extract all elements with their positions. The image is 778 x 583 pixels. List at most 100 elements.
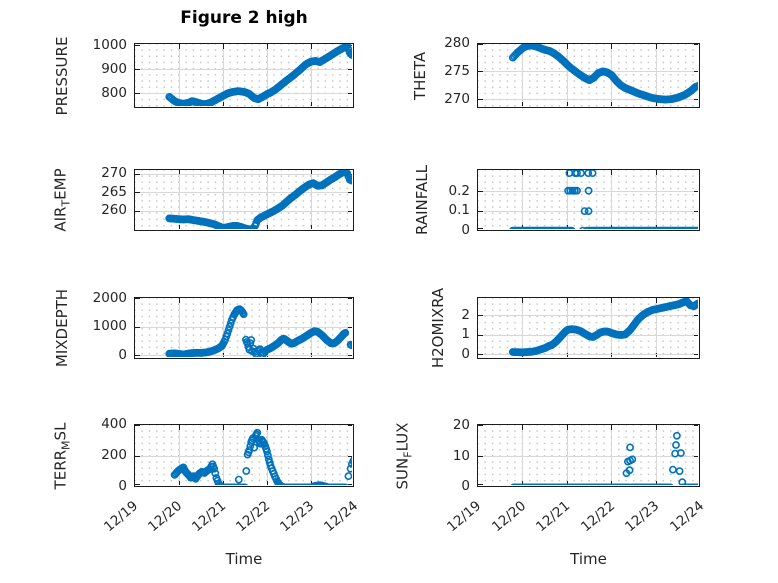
- y-tick-label: 0: [461, 478, 470, 495]
- gridline-y: [135, 173, 352, 175]
- gridline-y: [478, 315, 698, 317]
- gridline-y: [135, 455, 352, 457]
- plot-box-air-temp: [134, 169, 354, 231]
- tick-mark-x: [522, 170, 524, 175]
- y-axis-label-theta: THETA: [411, 51, 429, 99]
- gridline-x: [266, 44, 268, 106]
- y-axis-label-text: AIR: [51, 206, 70, 232]
- y-axis-label-text: THETA: [411, 51, 429, 100]
- gridline-y: [135, 355, 352, 357]
- tick-mark-y: [693, 354, 698, 356]
- tick-mark-y: [478, 354, 483, 356]
- y-axis-label-subscript: M: [59, 439, 73, 450]
- y-tick-label: 2: [461, 306, 470, 323]
- tick-mark-x: [522, 480, 524, 485]
- tick-mark-y: [478, 425, 483, 427]
- tick-mark-y: [693, 210, 698, 212]
- tick-mark-y: [347, 425, 352, 426]
- gridline-x: [655, 425, 657, 485]
- y-tick-label: 900: [101, 60, 127, 77]
- x-tick-label: 12/24: [667, 497, 708, 536]
- tick-mark-x: [566, 480, 568, 485]
- x-tick-label: 12/20: [488, 497, 529, 536]
- data-markers-rainfall: [509, 170, 698, 229]
- tick-mark-x: [611, 170, 613, 175]
- y-tick-label: 1: [461, 326, 470, 343]
- y-tick-label: 0.2: [448, 182, 470, 199]
- tick-mark-x: [222, 101, 224, 106]
- tick-mark-y: [693, 191, 698, 193]
- y-axis-label-text: LUX: [393, 422, 412, 451]
- tick-mark-y: [478, 456, 483, 458]
- tick-mark-y: [135, 326, 140, 328]
- tick-mark-x: [655, 480, 657, 485]
- gridline-x: [566, 170, 568, 229]
- tick-mark-y: [135, 425, 140, 426]
- tick-mark-x: [178, 44, 180, 49]
- tick-mark-x: [222, 480, 224, 485]
- tick-mark-y: [135, 455, 140, 457]
- tick-mark-x: [566, 425, 568, 430]
- gridline-y: [478, 71, 698, 73]
- tick-mark-x: [266, 425, 268, 430]
- tick-mark-x: [522, 425, 524, 430]
- tick-mark-x: [655, 298, 657, 303]
- scatter-series: [165, 170, 352, 229]
- gridline-x: [222, 170, 224, 229]
- tick-mark-y: [478, 334, 483, 336]
- tick-mark-x: [222, 425, 224, 430]
- tick-mark-x: [266, 44, 268, 49]
- tick-mark-y: [478, 210, 483, 212]
- plot-box-mixdepth: [134, 297, 354, 359]
- scatter-series: [510, 431, 698, 485]
- y-tick-label: 270: [444, 90, 470, 107]
- gridline-x: [310, 425, 312, 485]
- data-markers-terr-msl: [170, 428, 352, 485]
- y-tick-label: 260: [101, 202, 127, 219]
- tick-mark-x: [566, 44, 568, 49]
- data-markers-h2omixra: [508, 298, 698, 357]
- gridline-x: [522, 298, 524, 357]
- tick-mark-x: [655, 425, 657, 430]
- tick-mark-x: [178, 480, 180, 485]
- y-axis-label-text: H2OMIXRA: [429, 287, 447, 369]
- gridline-x: [178, 170, 180, 229]
- tick-mark-x: [178, 425, 180, 430]
- tick-mark-y: [693, 456, 698, 458]
- x-tick-label: 12/21: [533, 497, 574, 536]
- y-axis-label-text: SL: [51, 422, 70, 440]
- tick-mark-x: [566, 101, 568, 106]
- scatter-series: [170, 428, 352, 485]
- tick-mark-y: [693, 99, 698, 101]
- scatter-series: [165, 44, 352, 106]
- y-axis-label-text: MIXDEPTH: [53, 288, 71, 368]
- plot-box-rainfall: [477, 169, 700, 231]
- tick-mark-x: [611, 298, 613, 303]
- gridline-x: [178, 425, 180, 485]
- tick-mark-x: [222, 352, 224, 357]
- tick-mark-y: [693, 334, 698, 336]
- y-axis-label-pressure: PRESSURE: [53, 36, 71, 115]
- gridline-x: [611, 425, 613, 485]
- gridline-x: [522, 425, 524, 485]
- tick-mark-y: [135, 484, 140, 485]
- tick-mark-y: [135, 210, 140, 212]
- tick-mark-y: [478, 99, 483, 101]
- figure-title: Figure 2 high: [180, 8, 308, 28]
- x-tick-label: 12/20: [145, 497, 186, 536]
- tick-mark-x: [611, 425, 613, 430]
- tick-mark-x: [266, 298, 268, 303]
- tick-mark-y: [347, 455, 352, 457]
- gridline-x: [178, 44, 180, 106]
- x-axis-label: Time: [225, 550, 263, 568]
- tick-mark-y: [135, 298, 140, 300]
- gridline-x: [611, 298, 613, 357]
- data-markers-pressure: [165, 44, 352, 106]
- x-tick-label: 12/22: [577, 497, 618, 536]
- y-axis-label-air-temp: AIRTEMP: [52, 168, 73, 231]
- tick-mark-x: [310, 101, 312, 106]
- plot-box-theta: [477, 43, 700, 108]
- gridline-x: [522, 170, 524, 229]
- tick-mark-x: [266, 101, 268, 106]
- tick-mark-y: [135, 192, 140, 194]
